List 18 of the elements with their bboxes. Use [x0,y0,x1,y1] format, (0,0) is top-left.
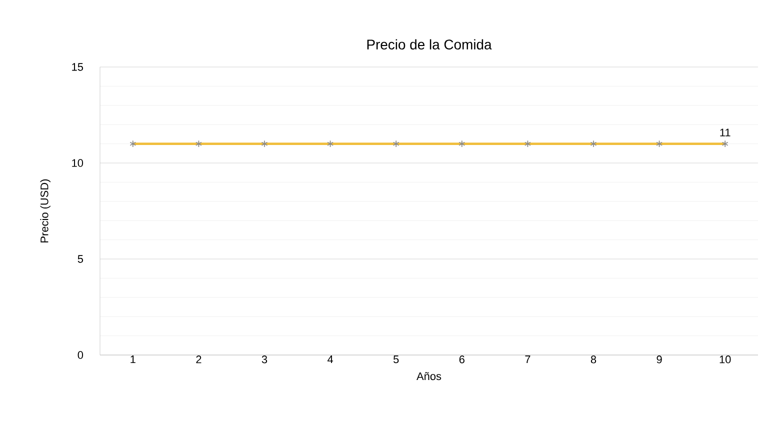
x-tick-label: 4 [328,356,334,364]
x-axis-title: Años [416,372,442,380]
x-tick-label: 9 [656,356,662,364]
x-tick-label: 1 [130,356,136,364]
x-tick-label: 10 [720,356,731,364]
x-tick-label: 5 [393,356,399,364]
chart-title: Precio de la Comida [367,39,492,50]
data-label: 11 [720,128,730,136]
y-tick-label: 15 [72,63,84,71]
y-tick-label: 0 [78,351,84,359]
x-tick-label: 3 [262,356,268,364]
x-tick-label: 6 [459,356,464,364]
y-tick-label: 5 [78,255,84,263]
y-tick-label: 10 [72,159,84,167]
x-tick-label: 8 [590,356,596,364]
y-axis-title: Precio (USD) [40,179,50,242]
x-tick-label: 2 [196,356,202,364]
x-tick-label: 7 [525,356,530,364]
